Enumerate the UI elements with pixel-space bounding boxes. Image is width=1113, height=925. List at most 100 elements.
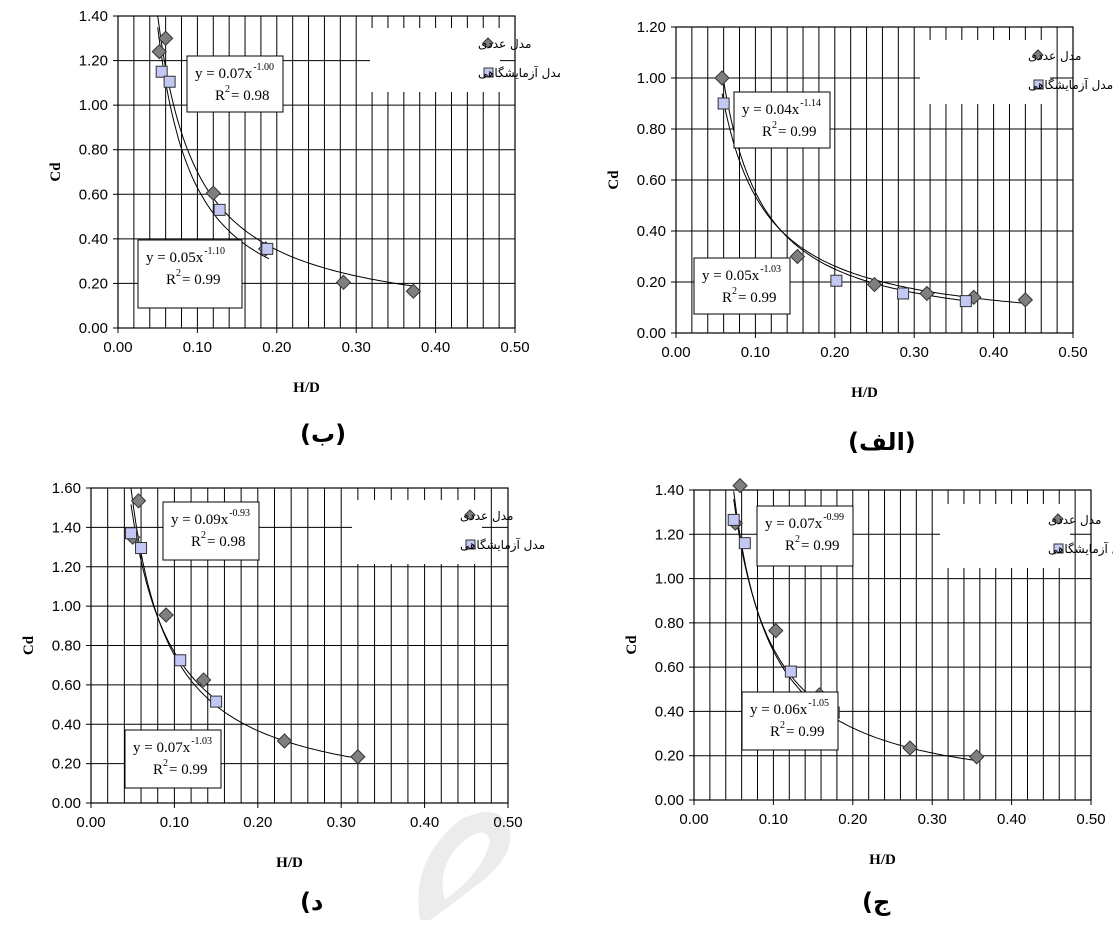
data-point-numerical xyxy=(968,749,985,765)
y-tick-label: 0.40 xyxy=(637,223,666,240)
y-tick-label: 0.40 xyxy=(79,231,108,248)
equation-box xyxy=(756,505,854,567)
data-point-numerical xyxy=(130,493,147,509)
x-axis-title: H/D xyxy=(276,855,303,871)
y-tick-label: 1.00 xyxy=(52,598,81,615)
data-point-experimental xyxy=(163,75,176,88)
x-tick-label: 0.00 xyxy=(661,344,690,361)
legend-label-experimental: مدل آزمایشگاهی xyxy=(478,65,560,81)
r-squared-value: = 0.99 xyxy=(738,290,776,306)
equation-box xyxy=(741,691,839,751)
plot-frame xyxy=(693,489,1092,801)
data-point-experimental xyxy=(261,242,274,255)
r-squared-value: = 0.99 xyxy=(778,124,816,140)
data-point-experimental xyxy=(738,537,751,550)
x-tick-label: 0.20 xyxy=(820,344,849,361)
r-squared-text: R xyxy=(153,762,163,778)
data-point-experimental xyxy=(155,65,168,78)
data-point-numerical xyxy=(866,276,883,293)
y-tick-label: 0.20 xyxy=(79,275,108,292)
x-tick-label: 0.30 xyxy=(900,344,929,361)
y-tick-label: 1.60 xyxy=(52,480,81,497)
x-axis-title: H/D xyxy=(293,380,320,396)
r-squared-text: R xyxy=(770,724,780,740)
equation-text: y = 0.07x xyxy=(133,740,191,756)
equation-box xyxy=(137,239,243,309)
y-tick-label: 0.60 xyxy=(637,172,666,189)
r-squared-superscript: 2 xyxy=(795,534,800,545)
x-tick-label: 0.40 xyxy=(410,814,439,831)
x-tick-label: 0.10 xyxy=(759,811,788,828)
equation-exponent: -1.03 xyxy=(191,736,212,747)
x-tick-label: 0.10 xyxy=(183,339,212,356)
y-tick-label: 1.20 xyxy=(79,53,108,70)
x-tick-label: 0.30 xyxy=(918,811,947,828)
legend-marker-numerical xyxy=(482,37,494,49)
data-point-numerical xyxy=(151,43,167,60)
equation-exponent: -1.05 xyxy=(808,698,829,709)
y-tick-label: 0.00 xyxy=(52,795,81,812)
y-tick-label: 0.80 xyxy=(79,142,108,159)
y-tick-label: 0.60 xyxy=(79,186,108,203)
data-point-numerical xyxy=(205,185,221,201)
data-point-experimental xyxy=(717,97,730,110)
legend-marker-numerical xyxy=(1032,49,1044,61)
equation-exponent: -1.03 xyxy=(760,264,781,275)
equation-text: y = 0.07x xyxy=(195,66,253,82)
equation-box xyxy=(693,257,791,315)
legend-label-experimental: مدل آزمایشگاهی xyxy=(1028,77,1113,93)
legend-marker-numerical xyxy=(1052,513,1064,525)
x-axis-title: H/D xyxy=(869,852,896,868)
y-tick-label: 1.40 xyxy=(52,519,81,536)
equation-text: y = 0.05x xyxy=(702,268,760,284)
data-point-experimental xyxy=(830,274,843,287)
x-tick-label: 0.40 xyxy=(421,339,450,356)
r-squared-text: R xyxy=(785,538,795,554)
panel-label-dal: (د xyxy=(300,888,324,916)
x-tick-label: 0.00 xyxy=(103,339,132,356)
chart-panel-dal: 0.00 0.20 0.40 0.60 0.80 1.00 1.20 1.40 1.60 0.00… xyxy=(21,480,545,871)
y-tick-label: 1.00 xyxy=(637,70,666,87)
x-tick-label: 0.50 xyxy=(493,814,522,831)
y-tick-label: 0.60 xyxy=(52,677,81,694)
data-point-numerical xyxy=(350,749,366,765)
data-point-numerical xyxy=(335,274,352,291)
equation-text: y = 0.07x xyxy=(765,516,823,532)
chart-panel-alef: 0.00 0.20 0.40 0.60 0.80 1.00 1.20 0.00 0.10 0.20… xyxy=(606,19,1113,401)
trendline xyxy=(130,488,358,759)
data-point-numerical xyxy=(276,733,293,749)
equation-box xyxy=(733,91,831,149)
equation-exponent: -1.10 xyxy=(204,246,225,257)
y-tick-label: 0.20 xyxy=(637,274,666,291)
r-squared-value: = 0.99 xyxy=(786,724,824,740)
data-point-experimental xyxy=(213,203,226,216)
y-tick-label: 0.80 xyxy=(52,638,81,655)
x-axis-title: H/D xyxy=(851,385,878,401)
r-squared-text: R xyxy=(166,272,176,288)
x-tick-label: 0.30 xyxy=(342,339,371,356)
legend-box xyxy=(370,28,500,92)
y-tick-label: 1.20 xyxy=(637,19,666,36)
equation-exponent: -0.93 xyxy=(229,508,250,519)
data-point-numerical xyxy=(195,672,212,688)
equation-text: y = 0.04x xyxy=(742,102,800,118)
legend-box xyxy=(940,504,1070,568)
y-axis-title: Cd xyxy=(606,170,622,190)
equation-box xyxy=(186,55,284,113)
data-point-numerical xyxy=(732,477,748,494)
x-tick-label: 0.50 xyxy=(1076,811,1105,828)
legend-label-experimental: مدل آزمایشگاهی xyxy=(1048,541,1113,557)
data-point-experimental xyxy=(125,527,138,540)
data-point-numerical xyxy=(157,30,174,46)
equation-text: y = 0.06x xyxy=(750,702,808,718)
y-tick-label: 0.40 xyxy=(655,703,684,720)
r-squared-superscript: 2 xyxy=(225,84,230,95)
r-squared-superscript: 2 xyxy=(772,120,777,131)
x-tick-label: 0.20 xyxy=(243,814,272,831)
r-squared-value: = 0.99 xyxy=(801,538,839,554)
y-tick-label: 1.00 xyxy=(79,97,108,114)
x-tick-label: 0.00 xyxy=(76,814,105,831)
x-tick-label: 0.10 xyxy=(160,814,189,831)
r-squared-text: R xyxy=(191,534,201,550)
x-tick-label: 0.00 xyxy=(679,811,708,828)
